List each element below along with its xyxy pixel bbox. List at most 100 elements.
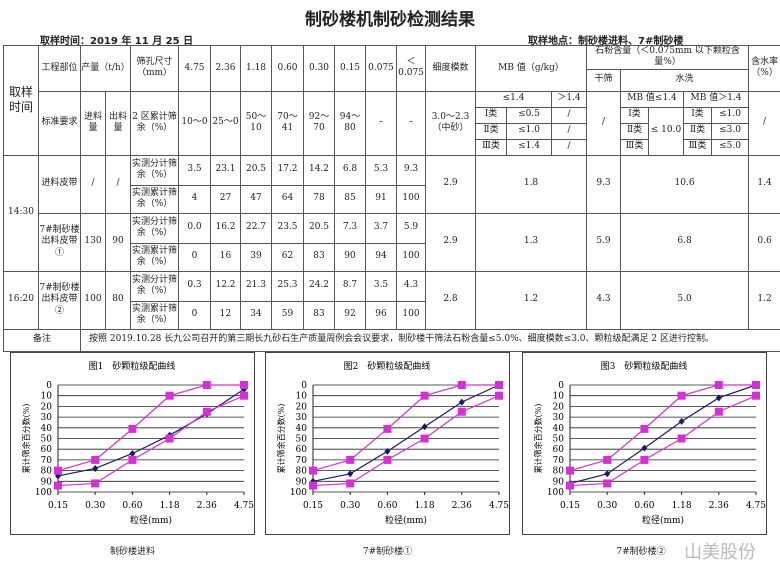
x-tick-label: 1.18 bbox=[160, 501, 180, 511]
mb-class: Ⅱ类 bbox=[475, 122, 508, 140]
data-point bbox=[640, 424, 649, 433]
x-tick-label: 1.18 bbox=[672, 501, 692, 511]
sieve-value: 8.7 bbox=[334, 270, 367, 302]
fineness-standard: 3.0～2.3（中砂） bbox=[425, 90, 477, 156]
data-point bbox=[383, 455, 392, 464]
y-tick-label: 50 bbox=[41, 435, 53, 445]
header-powder: 石粉含量（＜0.075mm 以下颗粒含量%） bbox=[586, 45, 750, 70]
sample-time-cell: 16:20 bbox=[3, 270, 39, 330]
y-tick-label: 60 bbox=[296, 445, 308, 455]
data-point bbox=[752, 381, 760, 389]
header-fineness: 细度模数 bbox=[425, 45, 477, 92]
wash-class: Ⅰ类 bbox=[620, 106, 650, 124]
data-point bbox=[240, 381, 248, 389]
mb-limit: ≤1.0 bbox=[506, 122, 553, 140]
sieve-value: 83 bbox=[303, 300, 336, 330]
table-row: 干筛 水洗 bbox=[4, 68, 780, 92]
data-point bbox=[457, 381, 466, 389]
grading-chart: 图2 砂颗粒级配曲线 0 10 20 30 40 50 60 70 80 90 100 0.15 0.30… bbox=[265, 352, 510, 535]
x-tick-label: 0.30 bbox=[85, 501, 105, 511]
chart-title: 图1 砂颗粒级配曲线 bbox=[89, 360, 176, 372]
sieve-value: 7.3 bbox=[334, 212, 367, 244]
y-tick-label: 10 bbox=[296, 392, 308, 402]
series-line bbox=[312, 384, 500, 482]
x-axis-label: 粒径(mm) bbox=[130, 514, 172, 526]
data-point bbox=[603, 479, 612, 488]
y-tick-label: 30 bbox=[296, 413, 308, 423]
series-line bbox=[57, 395, 245, 487]
mb-gt-limit: / bbox=[551, 122, 588, 140]
part-cell: 7#制砂楼出料皮带① bbox=[38, 212, 81, 272]
data-point bbox=[202, 407, 211, 416]
wash-gt-limit: ≤1.0 bbox=[711, 106, 750, 124]
sieve-value: 16.2 bbox=[210, 212, 242, 244]
header-size: 1.18 bbox=[240, 45, 273, 92]
sieve-value: 100 bbox=[396, 300, 427, 330]
x-tick-label: 0.15 bbox=[48, 501, 68, 511]
sieve-value: 0 bbox=[178, 300, 212, 330]
data-point bbox=[641, 444, 648, 452]
wash-class: Ⅱ类 bbox=[620, 122, 650, 140]
data-point bbox=[420, 391, 429, 400]
sieve-value: 0.0 bbox=[178, 212, 212, 244]
y-tick-label: 90 bbox=[41, 477, 53, 487]
wash-powder-value: 5.0 bbox=[620, 270, 750, 330]
remark-text: 按照 2019.10.28 长九公司召开的第三期长九砂石生产质量周例会会议要求，… bbox=[79, 328, 780, 352]
data-point bbox=[128, 424, 137, 433]
output-rate: 90 bbox=[104, 212, 132, 272]
header-output: 产量（t/h） bbox=[79, 45, 132, 92]
sieve-value: 12.2 bbox=[210, 270, 242, 302]
sieve-value: 83 bbox=[303, 242, 336, 272]
x-tick-label: 0.60 bbox=[377, 501, 397, 511]
input-rate: / bbox=[80, 154, 106, 214]
remark-label: 备注 bbox=[3, 328, 81, 352]
data-point bbox=[421, 423, 428, 431]
y-tick-label: 10 bbox=[41, 392, 53, 402]
wash-gt-header: MB 值＞1.4 bbox=[683, 90, 750, 108]
part-cell: 进料皮带 bbox=[38, 154, 81, 214]
data-point bbox=[566, 466, 574, 475]
zone-standard: 10～0 bbox=[178, 90, 212, 156]
header-sieve: 筛孔尺寸（mm） bbox=[130, 45, 180, 92]
header-zone: 2 区累计筛余（%） bbox=[130, 90, 180, 156]
watermark: 山美股份 bbox=[684, 542, 756, 563]
sieve-value: 94 bbox=[365, 242, 398, 272]
data-point bbox=[165, 391, 174, 400]
sample-place: 取样地点：制砂楼进料、7#制砂楼 bbox=[528, 36, 684, 47]
y-tick-label: 70 bbox=[553, 456, 565, 466]
y-tick-label: 0 bbox=[46, 381, 52, 391]
data-point bbox=[714, 407, 723, 416]
sieve-value: 3.5 bbox=[178, 154, 212, 186]
x-tick-label: 4.75 bbox=[746, 501, 766, 511]
data-point bbox=[54, 481, 62, 490]
input-rate: 130 bbox=[80, 212, 106, 272]
data-point bbox=[420, 434, 429, 443]
zone-standard: – bbox=[396, 90, 427, 156]
row-label: 实测分计筛余（%） bbox=[130, 270, 180, 302]
chart-caption: 制砂楼进料 bbox=[109, 547, 155, 557]
x-tick-label: 0.15 bbox=[560, 501, 580, 511]
y-tick-label: 40 bbox=[553, 424, 565, 434]
wash-class: Ⅲ类 bbox=[620, 138, 650, 156]
y-tick-label: 50 bbox=[296, 435, 308, 445]
y-tick-label: 100 bbox=[35, 488, 52, 498]
zone-standard: 70～41 bbox=[271, 90, 305, 156]
table-row: 14:30 进料皮带 / / 实测分计筛余（%） 3.5 23.1 20.5 17.2 14.2 6… bbox=[3, 154, 780, 272]
y-tick-label: 60 bbox=[553, 445, 565, 455]
header-part: 工程部位 bbox=[38, 45, 81, 92]
table-row: 7#制砂楼出料皮带① 130 90 实测分计筛余（%） 0.0 16.2 22.7 23.5 2… bbox=[4, 212, 780, 272]
header-out: 出料量 bbox=[104, 90, 132, 156]
mb-gt-limit: / bbox=[551, 138, 588, 156]
fineness-value: 2.8 bbox=[425, 270, 477, 330]
row-label: 实测分计筛余（%） bbox=[130, 212, 180, 244]
zone-standard: 25～0 bbox=[210, 90, 242, 156]
sieve-value: 16 bbox=[210, 242, 242, 272]
sieve-value: 90 bbox=[334, 242, 367, 272]
header-std: 标准要求 bbox=[38, 90, 81, 156]
header-size: 2.36 bbox=[210, 45, 242, 92]
mb-value: 1.8 bbox=[475, 154, 588, 214]
sieve-value: 25.3 bbox=[271, 270, 305, 302]
